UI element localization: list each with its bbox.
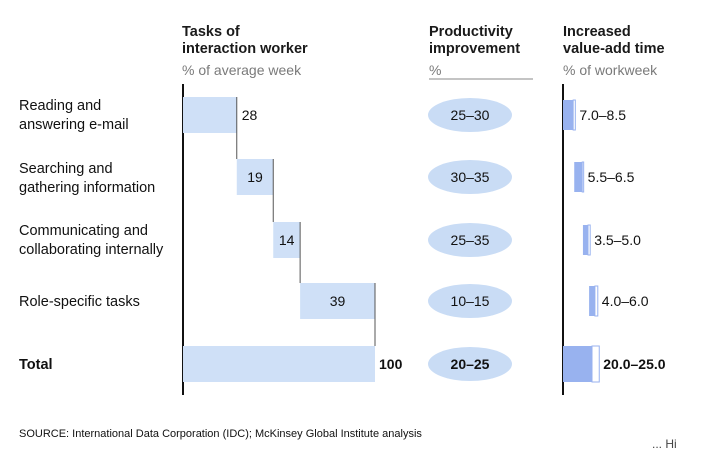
waterfall-total-label: 100	[379, 356, 403, 372]
value-add-label: 3.5–5.0	[594, 232, 641, 248]
row-label-total: Total	[19, 357, 53, 373]
value-add-bar-low	[589, 286, 595, 316]
productivity-label: 10–15	[451, 293, 490, 309]
value-add-label: 7.0–8.5	[579, 107, 626, 123]
value-add-label: 4.0–6.0	[602, 293, 649, 309]
value-add-bar-low	[563, 346, 592, 382]
waterfall-bar	[300, 283, 375, 319]
waterfall-value-label: 19	[247, 169, 263, 185]
source-note: SOURCE: International Data Corporation (…	[19, 428, 422, 440]
productivity-label: 25–35	[451, 232, 490, 248]
row-label-line: Role-specific tasks	[19, 294, 140, 310]
value-add-header-line1: Increased	[563, 24, 631, 40]
waterfall-value-label: 39	[330, 293, 346, 309]
row-label-line: Reading and	[19, 98, 102, 114]
tasks-header-line2: interaction worker	[182, 41, 308, 57]
value-add-bar-low	[582, 225, 589, 255]
value-add-bar-range	[594, 285, 599, 317]
tasks-header-line1: Tasks of	[182, 24, 240, 40]
value-add-header-line2: value-add time	[563, 41, 665, 57]
productivity-label: 20–25	[451, 356, 490, 372]
tasks-header: Tasks of interaction worker	[182, 24, 308, 58]
productivity-ellipse	[428, 223, 512, 257]
productivity-label: 25–30	[451, 107, 490, 123]
productivity-ellipse	[428, 98, 512, 132]
row-label-communicating: Communicating and collaborating internal…	[19, 222, 163, 260]
value-add-bar-low	[563, 100, 574, 130]
tasks-subtitle: % of average week	[182, 62, 302, 78]
waterfall-bar	[236, 159, 274, 195]
row-label-email: Reading and answering e-mail	[19, 97, 129, 135]
row-label-line: Searching and	[19, 161, 113, 177]
waterfall-value-label: 28	[242, 107, 258, 123]
productivity-subtitle: %	[429, 62, 442, 78]
waterfall-bar	[183, 97, 237, 133]
row-label-searching: Searching and gathering information	[19, 160, 155, 198]
productivity-header-line1: Productivity	[429, 24, 513, 40]
productivity-header: Productivity improvement	[429, 24, 520, 58]
row-label-line: collaborating internally	[19, 242, 164, 258]
waterfall-bar	[273, 222, 301, 258]
value-add-bar-range	[587, 224, 591, 256]
value-add-header: Increased value-add time	[563, 24, 665, 58]
row-label-line: answering e-mail	[19, 117, 129, 133]
productivity-ellipse	[428, 347, 512, 381]
value-add-subtitle: % of workweek	[563, 62, 658, 78]
value-add-bar-low	[574, 162, 583, 192]
row-label-role-specific: Role-specific tasks	[19, 293, 140, 312]
productivity-ellipse	[428, 284, 512, 318]
waterfall-value-label: 14	[279, 232, 295, 248]
value-add-label: 5.5–6.5	[588, 169, 635, 185]
value-add-label: 20.0–25.0	[603, 356, 665, 372]
corner-fragment: ... Hi	[652, 437, 677, 451]
value-add-bar-range	[572, 99, 576, 131]
value-add-bar-range	[591, 345, 600, 383]
row-label-line: gathering information	[19, 180, 156, 196]
waterfall-total-bar	[183, 346, 375, 382]
productivity-ellipse	[428, 160, 512, 194]
row-label-line: Communicating and	[19, 223, 148, 239]
productivity-header-line2: improvement	[429, 41, 521, 57]
productivity-label: 30–35	[451, 169, 490, 185]
value-add-bar-range	[581, 161, 585, 193]
